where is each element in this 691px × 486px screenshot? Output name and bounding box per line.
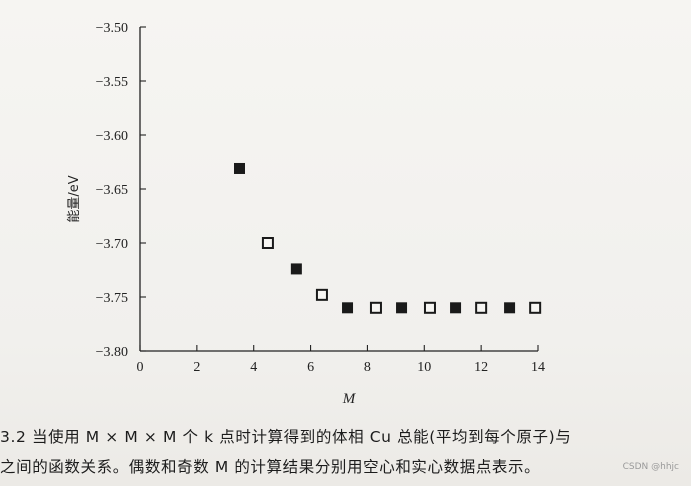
x-tick-label: 6 [307, 360, 314, 375]
ticks: 0 2 4 6 8 10 12 14 −3.50 −3.55 −3.60 −3.65 −3.70 −3.7… [96, 21, 545, 375]
filled-square-point [504, 302, 516, 314]
filled-square-point [342, 302, 354, 314]
x-tick-label: 8 [364, 360, 371, 375]
open-square-point [261, 237, 274, 249]
open-square-point [369, 301, 382, 314]
y-tick-label: −3.80 [96, 345, 128, 360]
x-tick-label: 12 [474, 360, 488, 375]
x-tick-label: 14 [531, 360, 545, 375]
filled-square-point [234, 162, 245, 174]
energy-vs-M-chart: 0 2 4 6 8 10 12 14 −3.50 −3.55 −3.60 −3.65 −3.70 −3.7… [67, 21, 545, 407]
filled-square-point [290, 263, 302, 275]
filled-square-point [450, 302, 462, 314]
open-square-point [475, 301, 488, 314]
y-tick-label: −3.50 [96, 21, 128, 36]
filled-square-point [396, 302, 408, 314]
x-tick-label: 0 [137, 360, 144, 375]
x-tick-label: 10 [417, 360, 431, 375]
y-tick-label: −3.70 [96, 237, 128, 252]
y-axis-title: 能量/eV [67, 175, 82, 222]
figure-caption-line-2: 之间的函数关系。偶数和奇数 M 的计算结果分别用空心和实心数据点表示。 [0, 458, 541, 476]
y-tick-label: −3.60 [96, 129, 128, 144]
data-points [234, 162, 542, 314]
y-tick-label: −3.65 [96, 183, 128, 198]
x-axis-title: M [342, 391, 357, 407]
x-tick-label: 2 [193, 360, 200, 375]
open-square-point [423, 301, 436, 314]
open-square-point [529, 301, 542, 314]
open-square-point [315, 288, 328, 301]
figure-caption-line-1: 3.2 当使用 M × M × M 个 k 点时计算得到的体相 Cu 总能(平均… [0, 428, 572, 446]
watermark: CSDN @hhjc [622, 462, 679, 472]
x-tick-label: 4 [250, 360, 257, 375]
y-tick-label: −3.55 [96, 75, 128, 90]
y-tick-label: −3.75 [96, 291, 128, 306]
